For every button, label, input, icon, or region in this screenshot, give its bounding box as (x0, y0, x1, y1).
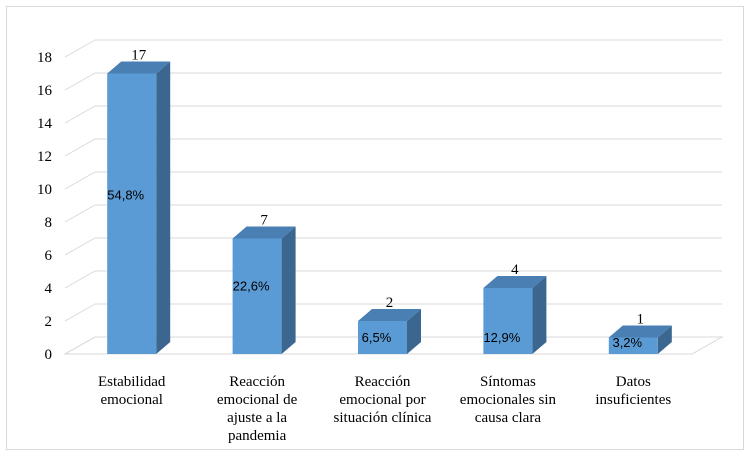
y-tick-label: 0 (45, 347, 53, 363)
bar-side (407, 309, 421, 354)
category-label-line: Reacción (355, 374, 411, 390)
gridline-depth (64, 72, 96, 91)
bar-top (232, 226, 296, 239)
chart-floor (63, 336, 724, 355)
bar-top (483, 276, 547, 288)
category-label: Reacción emocional de ajuste a la pandemia (217, 374, 298, 444)
gridline-depth (64, 105, 96, 124)
value-label: 4 (511, 262, 519, 278)
category-label-line: emocional por (339, 392, 425, 408)
bar-top (358, 309, 421, 321)
bar (483, 288, 533, 354)
gridline-depth (64, 171, 96, 190)
category-label-line: causa clara (475, 410, 542, 426)
bar (107, 73, 157, 354)
category-label-line: Estabilidad (98, 374, 166, 390)
value-label: 17 (131, 48, 147, 64)
y-tick-label: 14 (37, 116, 53, 132)
gridline-depth (64, 138, 96, 157)
category-label: Síntomas emocionales sin causa clara (460, 374, 557, 426)
gridline-depth (64, 303, 96, 322)
gridline-depth (64, 204, 96, 223)
category-label: Reacción emocional por situación clínica (334, 374, 432, 426)
category-label-line: situación clínica (334, 410, 432, 426)
gridline-depth (64, 39, 96, 58)
bar (232, 238, 282, 354)
y-tick-label: 6 (45, 248, 53, 264)
category-label-line: ajuste a la (227, 410, 287, 426)
value-label: 7 (260, 213, 268, 229)
bar-side (156, 61, 171, 354)
category-label-line: Datos (616, 374, 651, 390)
percent-label: 3,2% (612, 335, 642, 350)
percent-label: 6,5% (362, 330, 392, 345)
bar-side (532, 276, 547, 354)
value-label: 1 (637, 312, 645, 328)
bar (358, 321, 407, 354)
bar-side (657, 325, 672, 354)
y-tick-label: 18 (37, 50, 52, 66)
gridline-depth (64, 237, 96, 256)
category-label-line: emocional (100, 392, 162, 408)
category-label: Datos insuficientes (595, 374, 671, 408)
category-label-line: emocional de (217, 392, 298, 408)
value-label: 2 (386, 295, 394, 311)
gridline-depth (64, 270, 96, 289)
percent-label: 22,6% (233, 278, 270, 293)
y-tick-label: 10 (37, 182, 52, 198)
category-label-line: Síntomas (480, 374, 536, 390)
bar-top (608, 325, 672, 338)
y-tick-label: 4 (45, 281, 53, 297)
category-label-line: insuficientes (595, 392, 671, 408)
category-label-line: Reacción (229, 374, 285, 390)
y-tick-label: 16 (37, 83, 53, 99)
bar-top (107, 61, 171, 74)
percent-label: 54,8% (107, 188, 144, 203)
y-tick-label: 12 (37, 149, 52, 165)
y-tick-label: 2 (45, 314, 53, 330)
percent-label: 12,9% (483, 330, 520, 345)
category-label-line: emocionales sin (460, 392, 557, 408)
bar (608, 337, 658, 354)
category-label: Estabilidad emocional (98, 374, 166, 408)
category-label-line: pandemia (228, 428, 287, 444)
bar-side (281, 226, 296, 354)
y-tick-label: 8 (45, 215, 53, 231)
